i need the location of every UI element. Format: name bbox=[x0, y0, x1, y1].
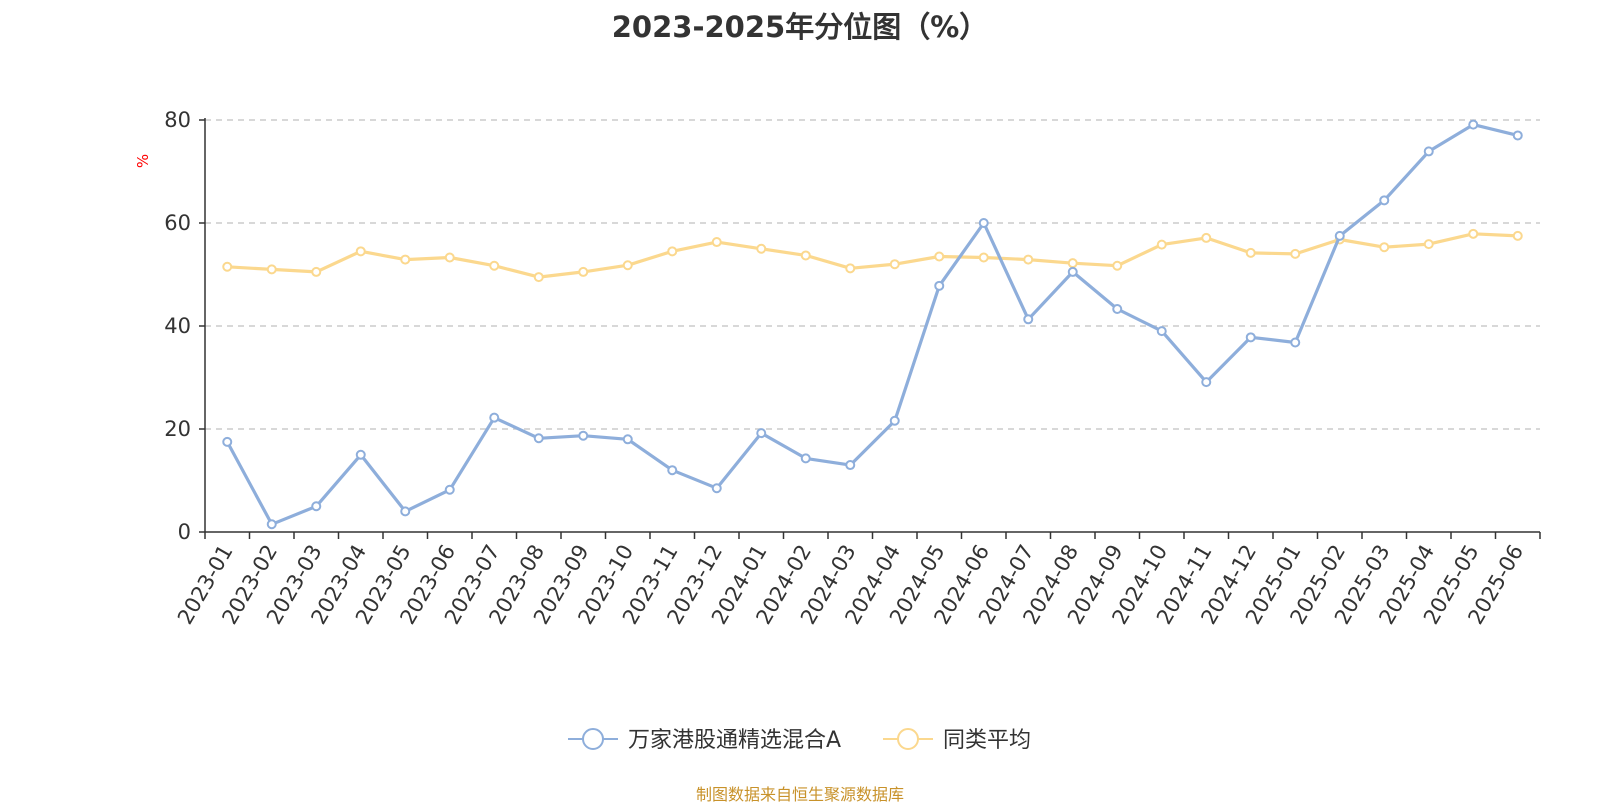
data-point[interactable] bbox=[1468, 228, 1479, 239]
data-point[interactable] bbox=[489, 260, 500, 271]
grid-lines bbox=[205, 119, 1540, 430]
data-point[interactable] bbox=[889, 415, 900, 426]
data-point[interactable] bbox=[800, 250, 811, 261]
legend-circle-icon bbox=[897, 728, 919, 750]
data-point[interactable] bbox=[1290, 337, 1301, 348]
legend-label: 同类平均 bbox=[943, 728, 1031, 753]
data-point[interactable] bbox=[444, 252, 455, 263]
data-point[interactable] bbox=[1067, 266, 1078, 277]
axes: 020406080%2023-012023-022023-032023-0420… bbox=[134, 108, 1541, 628]
data-point[interactable] bbox=[622, 434, 633, 445]
data-point[interactable] bbox=[578, 430, 589, 441]
data-point[interactable] bbox=[444, 484, 455, 495]
data-point[interactable] bbox=[845, 460, 856, 471]
y-axis-label: % bbox=[134, 154, 152, 168]
data-point[interactable] bbox=[400, 254, 411, 265]
data-point[interactable] bbox=[533, 272, 544, 283]
data-point[interactable] bbox=[1423, 239, 1434, 250]
data-point[interactable] bbox=[489, 412, 500, 423]
data-point[interactable] bbox=[711, 237, 722, 248]
data-point[interactable] bbox=[533, 433, 544, 444]
data-point[interactable] bbox=[1379, 195, 1390, 206]
data-point[interactable] bbox=[1379, 242, 1390, 253]
data-point[interactable] bbox=[400, 506, 411, 517]
y-tick-label: 60 bbox=[164, 211, 191, 235]
chart-title: 2023-2025年分位图（%） bbox=[611, 10, 989, 44]
data-point[interactable] bbox=[1245, 332, 1256, 343]
legend-item[interactable]: 同类平均 bbox=[883, 728, 1031, 753]
data-point[interactable] bbox=[1112, 260, 1123, 271]
data-point[interactable] bbox=[222, 261, 233, 272]
data-point[interactable] bbox=[934, 280, 945, 291]
y-tick-label: 0 bbox=[178, 520, 191, 544]
data-point[interactable] bbox=[667, 246, 678, 257]
data-point[interactable] bbox=[355, 449, 366, 460]
data-point[interactable] bbox=[1512, 230, 1523, 241]
series-line bbox=[225, 122, 1519, 526]
data-point[interactable] bbox=[578, 266, 589, 277]
legend-item[interactable]: 万家港股通精选混合A bbox=[568, 728, 841, 753]
data-point[interactable] bbox=[1468, 119, 1479, 130]
legend-circle-icon bbox=[582, 728, 604, 750]
data-point[interactable] bbox=[1334, 230, 1345, 241]
data-point[interactable] bbox=[845, 263, 856, 274]
data-point[interactable] bbox=[1023, 314, 1034, 325]
data-point[interactable] bbox=[934, 251, 945, 262]
data-point[interactable] bbox=[1067, 258, 1078, 269]
data-point[interactable] bbox=[978, 252, 989, 263]
data-point[interactable] bbox=[1156, 239, 1167, 250]
data-point[interactable] bbox=[1112, 304, 1123, 315]
data-point[interactable] bbox=[1201, 377, 1212, 388]
data-point[interactable] bbox=[978, 218, 989, 228]
data-point[interactable] bbox=[266, 264, 277, 275]
data-point[interactable] bbox=[711, 483, 722, 494]
data-point[interactable] bbox=[756, 428, 767, 439]
data-point[interactable] bbox=[311, 501, 322, 512]
data-point[interactable] bbox=[1290, 248, 1301, 259]
data-point[interactable] bbox=[1512, 130, 1523, 141]
legend[interactable]: 万家港股通精选混合A 同类平均 bbox=[568, 728, 1031, 753]
data-point[interactable] bbox=[311, 266, 322, 277]
y-tick-label: 20 bbox=[164, 417, 191, 441]
data-point[interactable] bbox=[1156, 326, 1167, 337]
series-layer bbox=[222, 119, 1523, 530]
data-point[interactable] bbox=[222, 436, 233, 447]
y-tick-label: 80 bbox=[164, 108, 191, 132]
data-point[interactable] bbox=[1023, 254, 1034, 265]
source-note: 制图数据来自恒生聚源数据库 bbox=[695, 785, 904, 804]
series-line bbox=[227, 232, 1518, 279]
data-point[interactable] bbox=[1201, 232, 1212, 243]
data-point[interactable] bbox=[756, 243, 767, 254]
data-point[interactable] bbox=[667, 465, 678, 476]
legend-label: 万家港股通精选混合A bbox=[628, 728, 841, 753]
data-point[interactable] bbox=[889, 259, 900, 270]
data-point[interactable] bbox=[1423, 146, 1434, 157]
data-point[interactable] bbox=[800, 453, 811, 464]
data-point[interactable] bbox=[266, 519, 277, 530]
data-point[interactable] bbox=[622, 260, 633, 271]
data-point[interactable] bbox=[1245, 247, 1256, 258]
y-tick-label: 40 bbox=[164, 314, 191, 338]
data-point[interactable] bbox=[355, 246, 366, 257]
